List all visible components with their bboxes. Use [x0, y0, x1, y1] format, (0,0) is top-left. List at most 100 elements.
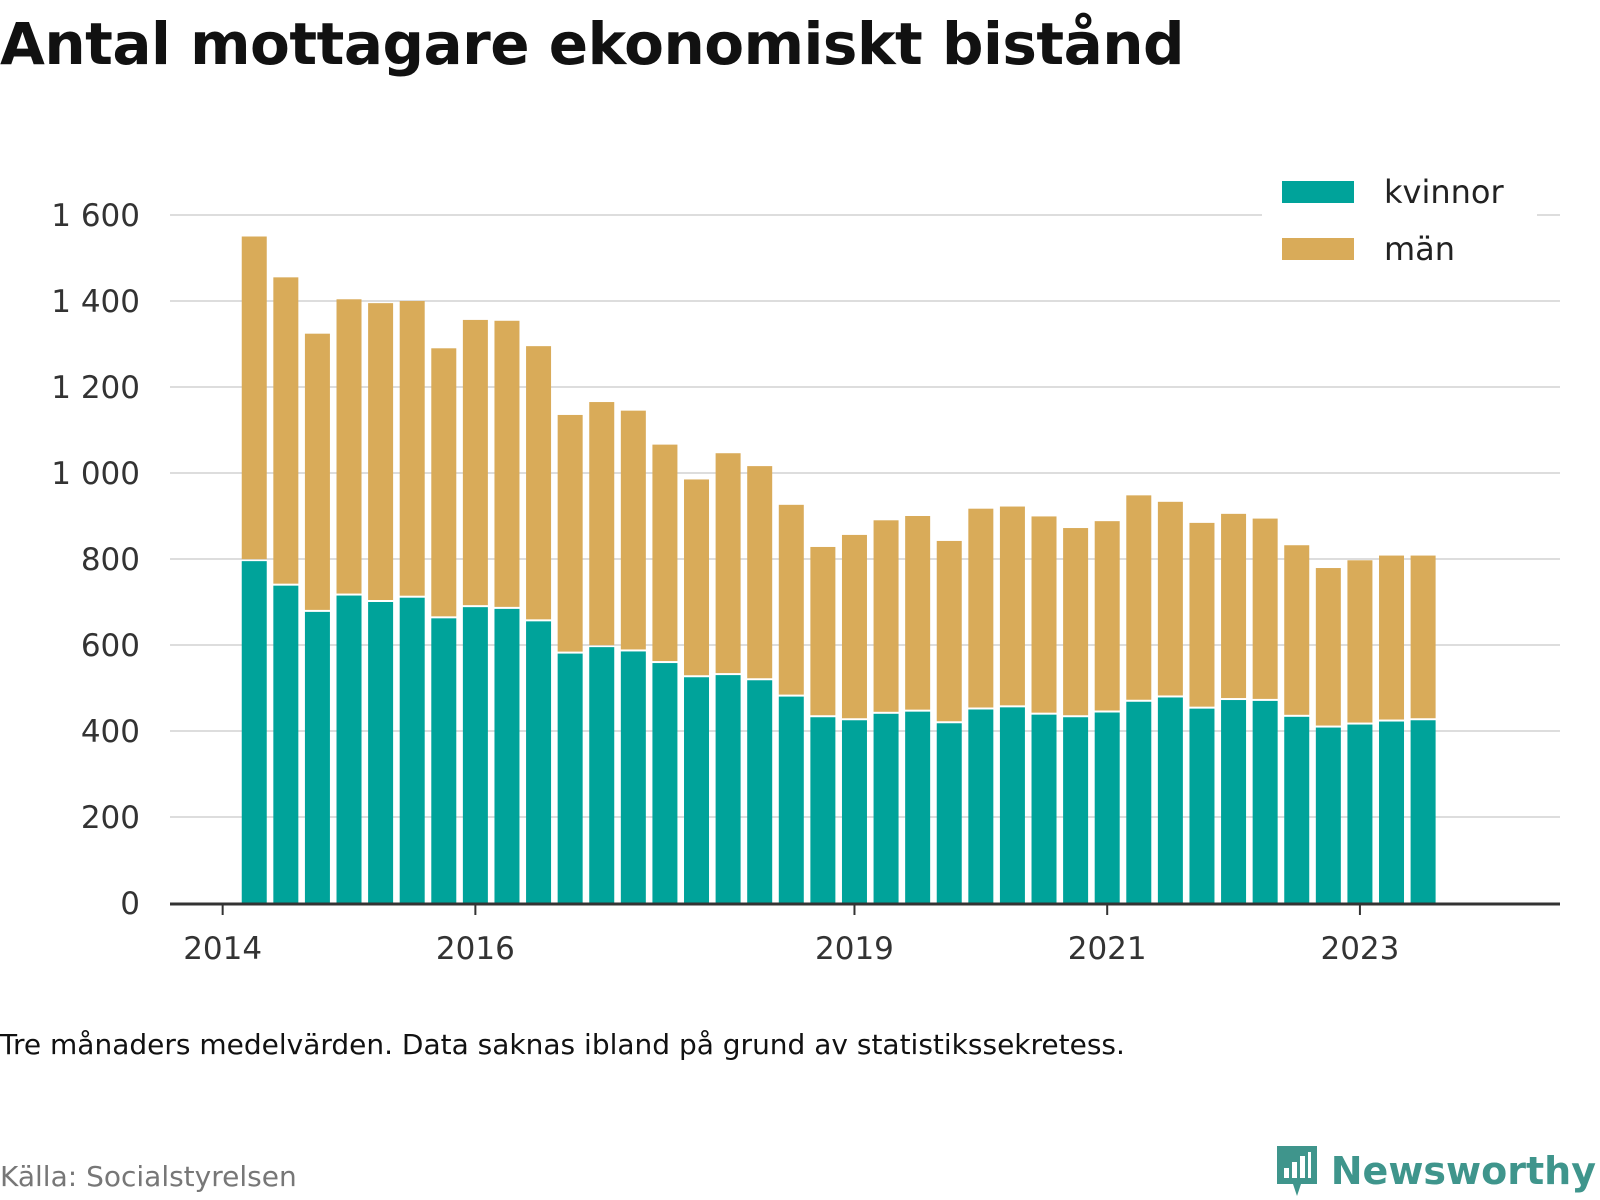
- bar-man: [1252, 518, 1278, 699]
- bar-man: [1347, 560, 1373, 723]
- bar-kvinnor: [557, 653, 583, 903]
- bar-man: [747, 466, 773, 679]
- bar-kvinnor: [841, 720, 867, 903]
- bar-man: [778, 504, 804, 695]
- bar-kvinnor: [747, 680, 773, 903]
- bar-man: [905, 516, 931, 710]
- legend-swatch: [1282, 181, 1354, 203]
- bar-kvinnor: [1284, 716, 1310, 903]
- legend-swatch: [1282, 238, 1354, 260]
- bar-kvinnor: [684, 677, 710, 903]
- bar-kvinnor: [241, 561, 267, 903]
- bars: [241, 236, 1436, 903]
- bar-man: [1126, 495, 1152, 700]
- bar-man: [241, 236, 267, 560]
- y-tick-label: 600: [81, 628, 140, 664]
- bar-kvinnor: [494, 608, 520, 903]
- bar-kvinnor: [1410, 720, 1436, 903]
- bar-man: [304, 333, 330, 610]
- bar-kvinnor: [526, 621, 552, 903]
- bar-kvinnor: [1126, 701, 1152, 903]
- bar-kvinnor: [399, 597, 425, 903]
- bar-kvinnor: [715, 675, 741, 903]
- bar-man: [1284, 545, 1310, 715]
- bar-kvinnor: [1379, 721, 1405, 903]
- legend-label: kvinnor: [1384, 173, 1505, 211]
- bar-kvinnor: [905, 711, 931, 903]
- y-tick-label: 1 600: [51, 198, 140, 234]
- x-axis: 2014 2016 2019 2021 2023: [170, 902, 1560, 967]
- bar-man: [336, 299, 362, 594]
- source-credit: Källa: Socialstyrelsen: [0, 1160, 297, 1193]
- bar-man: [1157, 501, 1183, 696]
- bar-kvinnor: [368, 602, 394, 903]
- x-tick-label: 2021: [1068, 931, 1147, 967]
- bar-kvinnor: [810, 717, 836, 903]
- y-tick-label: 400: [81, 714, 140, 750]
- bar-kvinnor: [1315, 727, 1341, 903]
- y-tick-label: 1 400: [51, 284, 140, 320]
- bar-kvinnor: [431, 618, 457, 903]
- chart-note: Tre månaders medelvärden. Data saknas ib…: [0, 1028, 1125, 1061]
- y-tick-label: 1 200: [51, 370, 140, 406]
- bar-man: [494, 320, 520, 607]
- bar-man: [1094, 521, 1120, 711]
- bar-man: [273, 277, 299, 584]
- bar-kvinnor: [273, 585, 299, 903]
- bar-kvinnor: [936, 723, 962, 903]
- bar-man: [368, 303, 394, 600]
- bar-man: [841, 534, 867, 719]
- bar-man: [589, 402, 615, 646]
- bar-kvinnor: [778, 696, 804, 903]
- bar-man: [1189, 522, 1215, 707]
- bar-man: [873, 520, 899, 712]
- bar-man: [1063, 528, 1089, 716]
- bar-man: [1379, 555, 1405, 720]
- y-tick-label: 0: [120, 886, 140, 922]
- legend-label: män: [1384, 230, 1455, 268]
- bar-man: [1410, 555, 1436, 719]
- bar-man: [715, 453, 741, 674]
- y-tick-label: 800: [81, 542, 140, 578]
- bar-kvinnor: [462, 607, 488, 903]
- y-tick-label: 200: [81, 800, 140, 836]
- bar-man: [1315, 568, 1341, 726]
- bar-man: [652, 444, 678, 662]
- brand-name: Newsworthy: [1330, 1149, 1596, 1193]
- bar-kvinnor: [1189, 708, 1215, 903]
- bar-kvinnor: [1031, 714, 1057, 903]
- bar-kvinnor: [968, 709, 994, 903]
- x-tick-label: 2016: [436, 931, 515, 967]
- legend: kvinnor män: [1262, 165, 1537, 283]
- bar-man: [684, 479, 710, 676]
- bar-kvinnor: [652, 663, 678, 903]
- bar-man: [399, 301, 425, 596]
- brand[interactable]: Newsworthy: [1273, 1142, 1596, 1200]
- bar-kvinnor: [1252, 700, 1278, 903]
- bar-man: [620, 410, 646, 650]
- bar-kvinnor: [873, 713, 899, 903]
- bar-kvinnor: [589, 647, 615, 903]
- bar-man: [999, 506, 1025, 706]
- bar-kvinnor: [304, 611, 330, 903]
- bar-man: [1031, 516, 1057, 713]
- bar-man: [462, 319, 488, 606]
- newsworthy-logo-icon: [1276, 1146, 1317, 1196]
- y-tick-label: 1 000: [51, 456, 140, 492]
- bar-man: [968, 508, 994, 708]
- bar-kvinnor: [1063, 717, 1089, 903]
- x-tick-label: 2019: [815, 931, 894, 967]
- bar-kvinnor: [1157, 697, 1183, 903]
- bar-man: [557, 414, 583, 652]
- bar-kvinnor: [999, 707, 1025, 903]
- x-tick-label: 2023: [1320, 931, 1399, 967]
- x-tick-label: 2014: [183, 931, 262, 967]
- chart-title: Antal mottagare ekonomiskt bistånd: [0, 10, 1185, 78]
- bar-man: [936, 540, 962, 722]
- bar-kvinnor: [1094, 712, 1120, 903]
- bar-man: [431, 348, 457, 617]
- bar-man: [526, 346, 552, 620]
- bar-man: [810, 546, 836, 716]
- bar-man: [1221, 513, 1247, 699]
